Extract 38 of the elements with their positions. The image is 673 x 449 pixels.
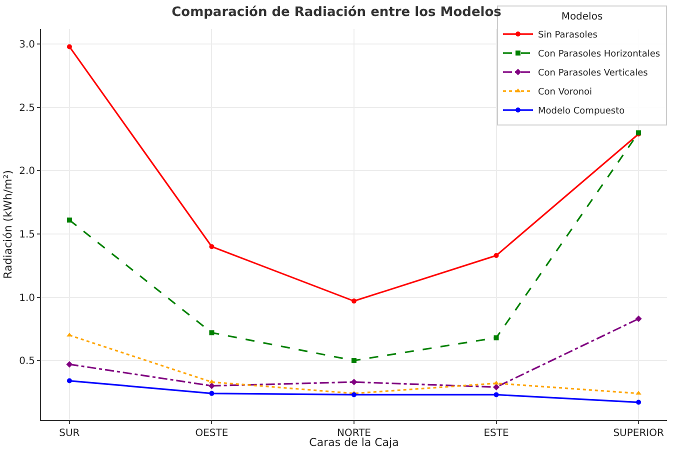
legend-label: Sin Parasoles	[538, 30, 598, 41]
point	[352, 392, 356, 398]
y-tick-label: 2.5	[19, 102, 35, 114]
point	[635, 316, 642, 322]
point	[209, 244, 214, 250]
legend-label: Con Parasoles Verticales	[538, 68, 648, 79]
chart-title: Comparación de Radiación entre los Modelos	[172, 4, 502, 20]
legend-label: Con Voronoi	[538, 88, 592, 98]
y-axis-title: Radiación (kWh/m²)	[2, 170, 15, 279]
y-tick-label: 1.0	[19, 292, 35, 304]
point	[494, 335, 499, 340]
point	[208, 382, 215, 390]
point	[352, 298, 356, 304]
point	[66, 44, 72, 50]
x-tick-label: NORTE	[337, 428, 371, 439]
x-axis-title: Caras de la Caja	[309, 436, 399, 449]
point	[494, 392, 499, 398]
legend-label: Modelo Compuesto	[538, 106, 626, 117]
x-tick-label: OESTE	[195, 428, 228, 439]
point	[66, 218, 72, 223]
point	[352, 358, 356, 364]
point	[493, 384, 500, 390]
point	[209, 390, 214, 396]
point	[494, 253, 499, 258]
point	[66, 378, 72, 384]
x-tick-label: SUPERIOR	[613, 428, 664, 439]
point	[209, 330, 214, 336]
point	[636, 400, 642, 405]
legend-title: Modelos	[561, 12, 603, 23]
y-tick-label: 3.0	[19, 40, 35, 51]
y-tick-label: 2.0	[19, 166, 35, 178]
x-tick-label: SUR	[59, 428, 80, 439]
point	[66, 361, 73, 368]
point	[350, 378, 358, 386]
y-tick-label: 0.5	[19, 356, 35, 368]
x-tick-label: ESTE	[484, 428, 509, 439]
legend-label: Con Parasoles Horizontales	[538, 50, 660, 60]
y-tick-label: 1.5	[19, 229, 35, 240]
